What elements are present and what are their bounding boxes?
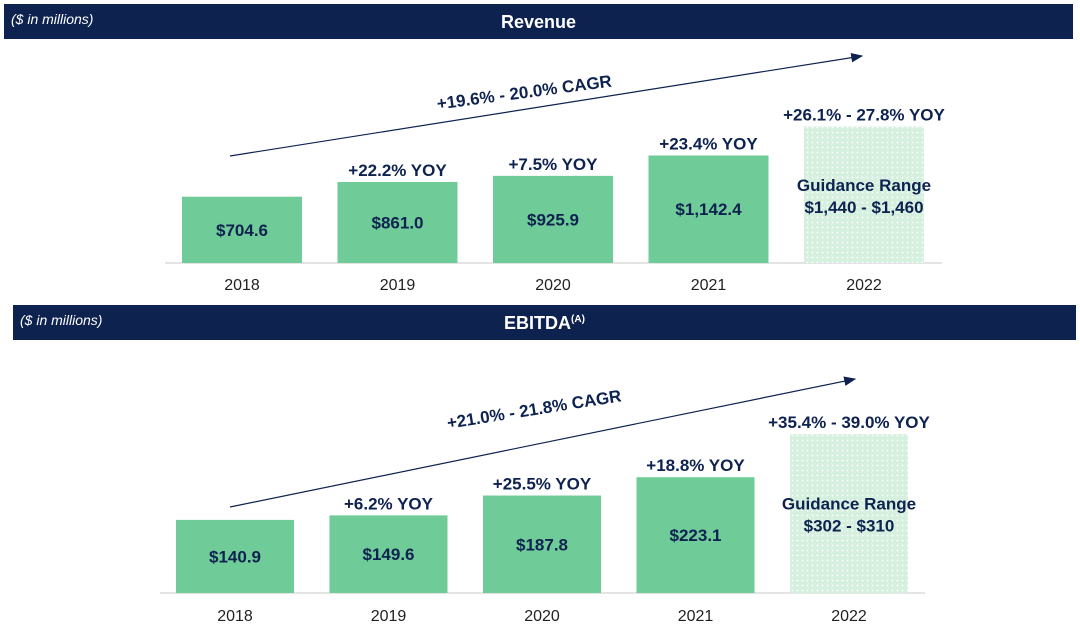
bar (176, 519, 294, 593)
yoy-growth-label: +18.8% YOY (646, 456, 745, 475)
bar-value-label: $140.9 (209, 547, 261, 566)
bar (483, 495, 601, 593)
bar-value-label: $223.1 (670, 526, 722, 545)
ebitda-title-text: EBITDA (504, 313, 572, 333)
bar (182, 196, 302, 263)
yoy-growth-label: +22.2% YOY (348, 161, 447, 180)
bar (493, 175, 613, 263)
x-tick-label: 2022 (831, 608, 867, 625)
guidance-label: Guidance Range (797, 176, 931, 195)
cagr-arrow (229, 52, 864, 157)
cagr-arrow (229, 376, 857, 508)
yoy-growth-label: +35.4% - 39.0% YOY (768, 413, 930, 432)
cagr-label: +21.0% - 21.8% CAGR (446, 386, 623, 432)
ebitda-title: EBITDA(A) (13, 313, 1076, 334)
ebitda-header: ($ in millions) EBITDA(A) (13, 305, 1076, 340)
bar (329, 515, 448, 593)
x-tick-label: 2021 (691, 277, 727, 294)
x-tick-label: 2018 (217, 608, 253, 625)
yoy-growth-label: +26.1% - 27.8% YOY (783, 106, 945, 125)
bar-value-label: $925.9 (527, 210, 579, 229)
x-tick-label: 2019 (371, 608, 407, 625)
x-tick-label: 2021 (678, 608, 714, 625)
bar-value-label: $1,142.4 (675, 200, 742, 219)
yoy-growth-label: +23.4% YOY (659, 134, 758, 153)
bar (636, 477, 755, 593)
bar (648, 155, 769, 263)
ebitda-units-note: ($ in millions) (20, 312, 103, 328)
x-tick-label: 2019 (380, 277, 416, 294)
cagr-label: +19.6% - 20.0% CAGR (436, 72, 613, 114)
x-tick-label: 2020 (524, 608, 560, 625)
ebitda-footnote-mark: (A) (571, 314, 585, 325)
guidance-label: Guidance Range (782, 495, 916, 514)
yoy-growth-label: +6.2% YOY (344, 494, 434, 513)
bar-guidance (790, 434, 908, 593)
revenue-header: ($ in millions) Revenue (4, 4, 1073, 39)
ebitda-chart: $140.9 2018 $149.6 +6.2% YOY 2019 $187.8 +25.5… (160, 376, 931, 625)
bar-value-label: $704.6 (216, 221, 268, 240)
x-tick-label: 2020 (535, 277, 571, 294)
guidance-range-label: $1,440 - $1,460 (804, 198, 923, 217)
revenue-units-note: ($ in millions) (11, 11, 94, 27)
yoy-growth-label: +7.5% YOY (509, 155, 599, 174)
bar-value-label: $187.8 (516, 535, 568, 554)
x-tick-label: 2018 (224, 277, 260, 294)
bar (337, 181, 458, 263)
guidance-range-label: $302 - $310 (804, 517, 895, 536)
yoy-growth-label: +25.5% YOY (493, 475, 592, 494)
revenue-chart: $704.6 2018 $861.0 +22.2% YOY 2019 $925.9 +7.5… (165, 52, 946, 294)
x-tick-label: 2022 (846, 277, 882, 294)
bar-value-label: $149.6 (363, 545, 415, 564)
revenue-title: Revenue (500, 12, 577, 32)
bar-value-label: $861.0 (372, 213, 424, 232)
bar-guidance (804, 126, 924, 263)
